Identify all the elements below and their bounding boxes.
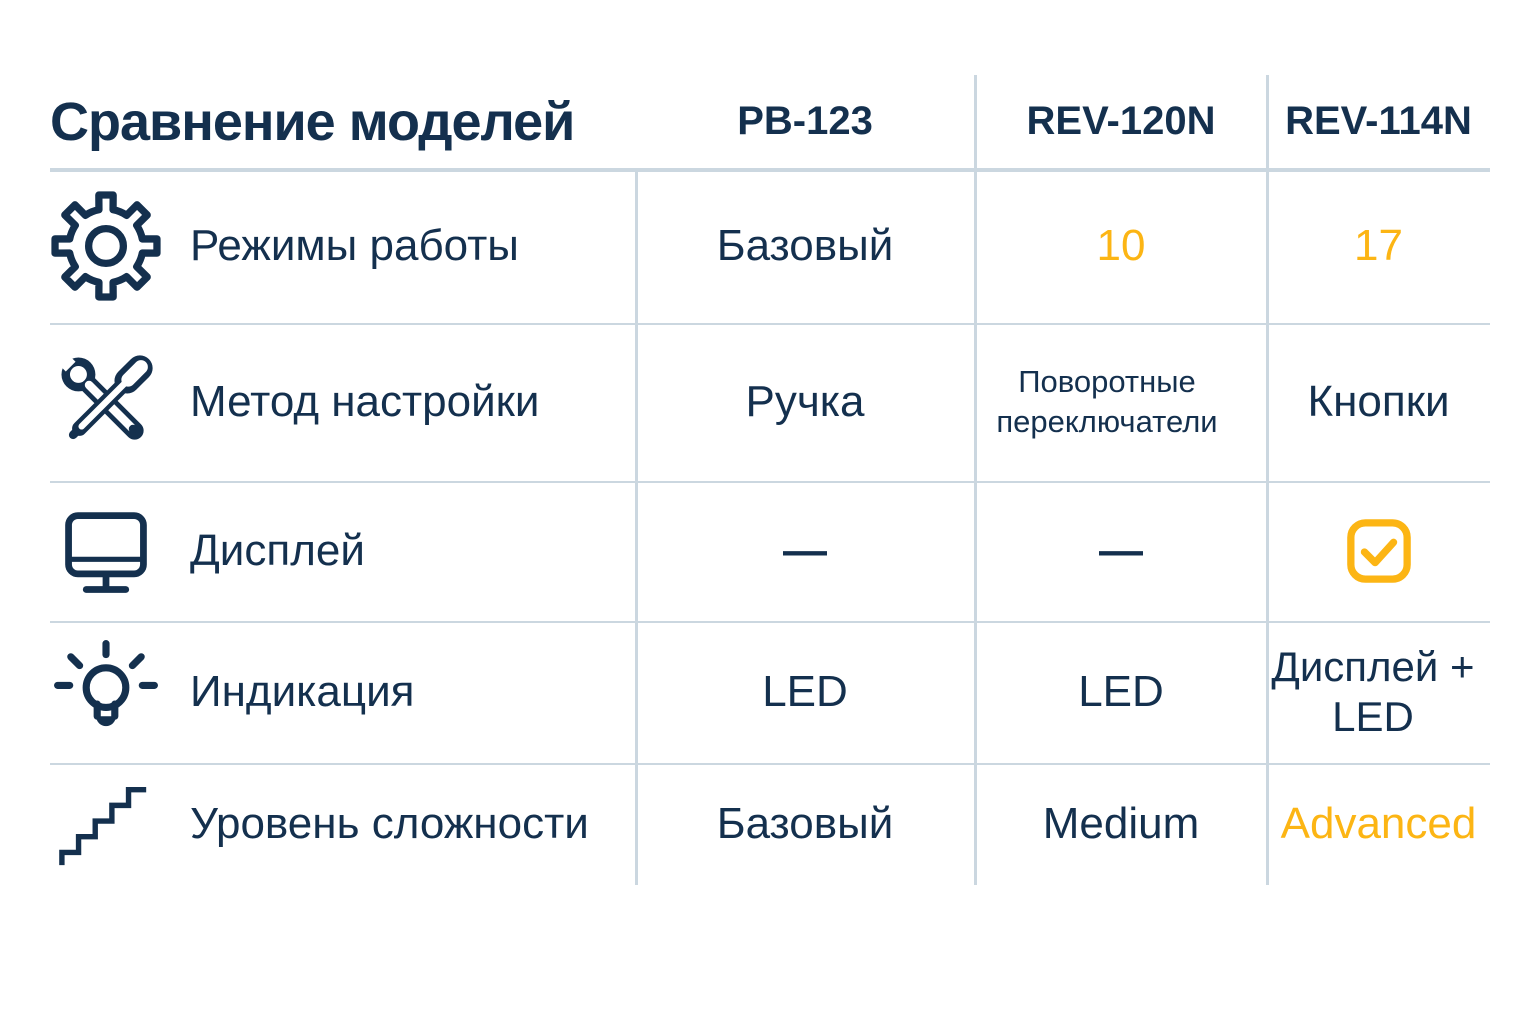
row-divider <box>50 763 1490 765</box>
value-method-rev120n: Поворотные переключатели <box>996 363 1218 439</box>
row-divider <box>50 621 1490 623</box>
column-divider <box>1266 75 1269 885</box>
page-title: Сравнение моделей <box>50 91 575 152</box>
value-complexity-rev114n: Advanced <box>1280 799 1477 848</box>
value-complexity-rev120n: Medium <box>1042 799 1200 848</box>
value-modes-rev114n: 17 <box>1354 220 1403 270</box>
column-header-pb-123: PB-123 <box>737 99 873 143</box>
value-display-rev114n <box>1267 481 1490 621</box>
value-modes-pb123: Базовый <box>716 220 894 270</box>
checkbox-checked-icon <box>1346 518 1412 584</box>
value-display-pb123: — <box>783 526 827 575</box>
row-label-method: Метод настройки <box>190 377 540 426</box>
row-divider <box>50 323 1490 325</box>
row-label-indication: Индикация <box>190 667 415 716</box>
lightbulb-icon <box>50 621 190 763</box>
row-label-display: Дисплей <box>190 526 365 575</box>
value-modes-rev120n: 10 <box>1096 220 1146 270</box>
value-indication-pb123: LED <box>762 667 848 716</box>
monitor-icon <box>50 481 190 621</box>
row-label-complexity: Уровень сложности <box>190 799 589 848</box>
value-indication-rev114n: Дисплей + LED <box>1271 642 1475 740</box>
row-divider <box>50 481 1490 483</box>
column-divider <box>974 75 977 885</box>
value-method-pb123: Ручка <box>745 377 865 426</box>
stairs-icon <box>50 763 190 885</box>
tools-icon <box>50 323 190 481</box>
column-divider <box>635 172 638 885</box>
value-display-rev120n: — <box>1099 526 1143 575</box>
column-header-rev-114n: REV-114N <box>1285 99 1472 143</box>
value-indication-rev120n: LED <box>1078 667 1164 716</box>
value-complexity-pb123: Базовый <box>716 799 894 848</box>
comparison-table: Сравнение моделей PB-123 REV-120N REV-11… <box>50 75 1490 885</box>
gear-icon <box>50 168 190 323</box>
header-divider <box>50 168 1490 172</box>
value-method-rev114n: Кнопки <box>1307 377 1450 426</box>
row-label-modes: Режимы работы <box>190 220 519 270</box>
column-header-rev-120n: REV-120N <box>1026 99 1216 143</box>
